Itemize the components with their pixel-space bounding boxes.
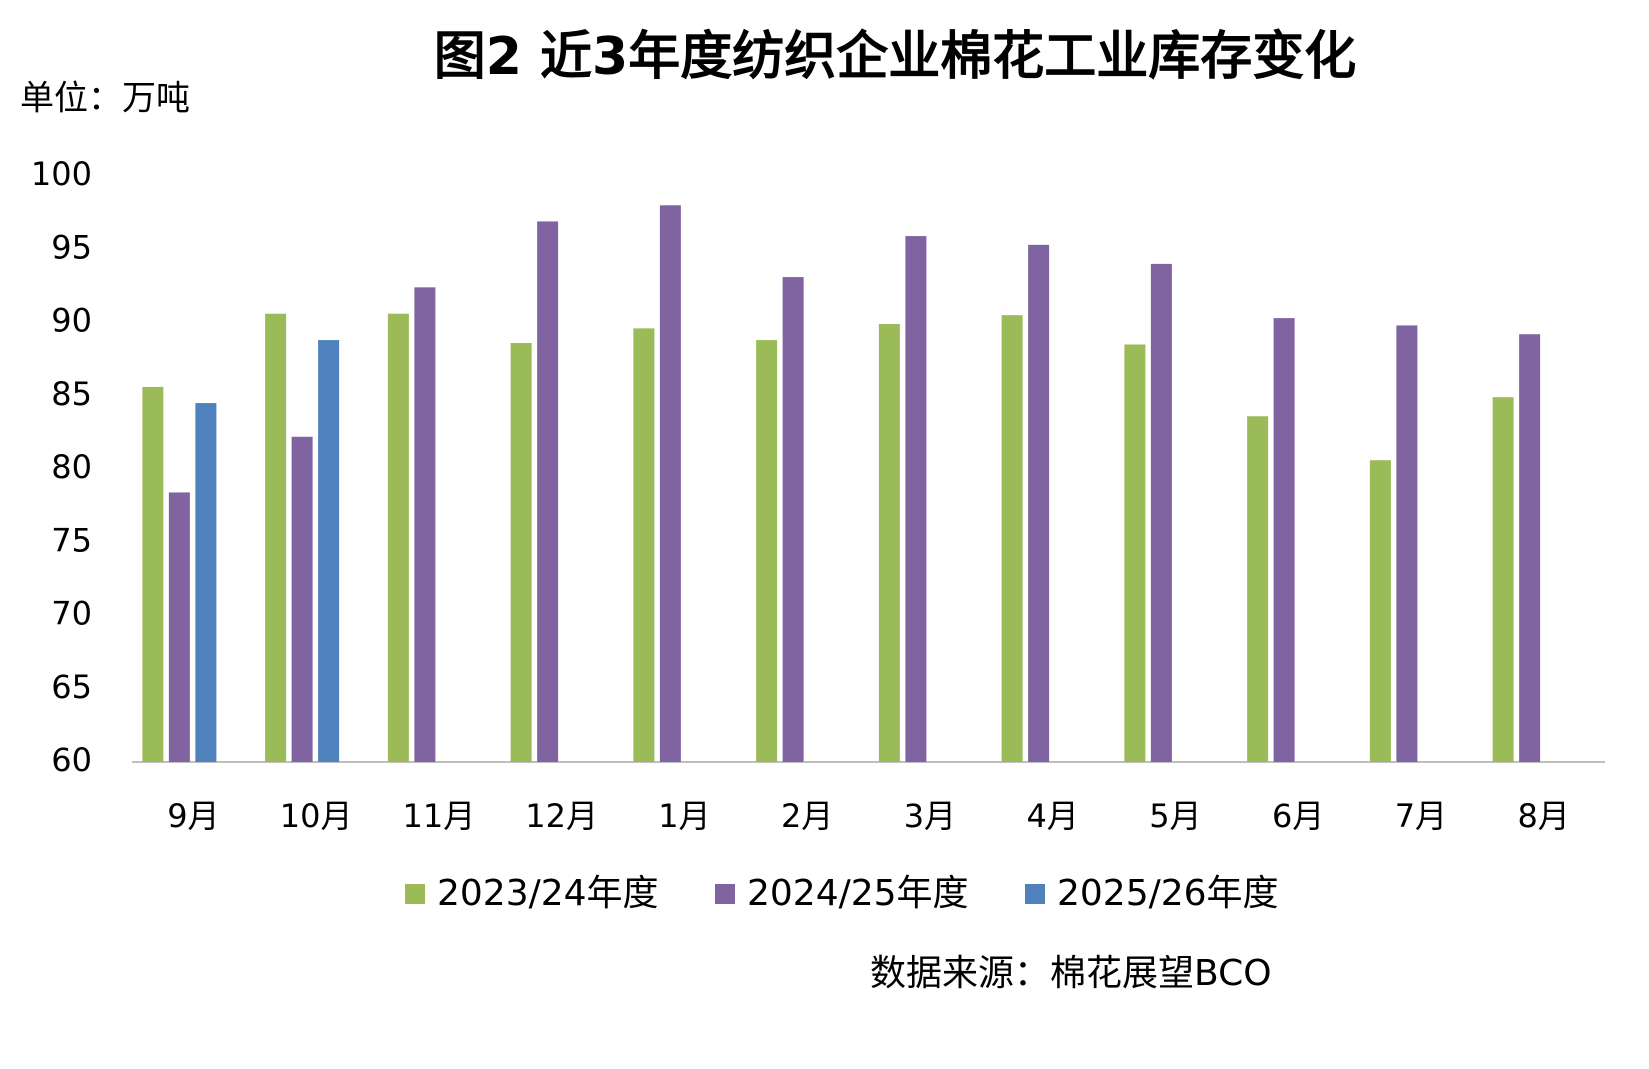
bar [756,340,778,762]
bar [195,403,217,762]
legend-label: 2024/25年度 [747,873,969,914]
x-tick-label: 4月 [1026,797,1078,835]
bar [1273,318,1295,762]
y-tick-label: 60 [51,741,92,779]
bar [1150,263,1172,762]
bar [265,313,287,762]
bar [387,313,409,762]
bar [782,277,804,762]
bar [1247,416,1269,762]
x-tick-label: 10月 [280,797,353,835]
source-note: 数据来源：棉花展望BCO [870,953,1272,994]
bar [905,236,927,762]
x-tick-label: 11月 [403,797,476,835]
x-tick-label: 3月 [904,797,956,835]
legend-label: 2023/24年度 [437,873,659,914]
y-tick-label: 75 [51,521,92,559]
legend-swatch [405,884,425,904]
legend-swatch [1025,884,1045,904]
bar [537,221,559,763]
y-tick-label: 65 [51,668,92,706]
x-tick-label: 9月 [167,797,219,835]
x-tick-label: 2月 [781,797,833,835]
bar [1124,344,1146,762]
x-tick-label: 12月 [525,797,598,835]
bar [318,340,340,762]
x-tick-label: 5月 [1149,797,1201,835]
bar [414,287,436,762]
bar [168,492,190,762]
chart-title: 图2 近3年度纺织企业棉花工业库存变化 [434,27,1356,87]
bar [142,386,164,762]
bar [1369,460,1391,762]
y-tick-label: 70 [51,595,92,633]
y-tick-label: 80 [51,448,92,486]
x-tick-label: 7月 [1395,797,1447,835]
bar [1001,315,1023,762]
bar [659,205,681,763]
bar [633,328,655,762]
bar [878,323,900,762]
y-tick-label: 90 [51,302,92,340]
x-tick-label: 1月 [658,797,710,835]
x-tick-label: 8月 [1517,797,1569,835]
bar [1492,397,1514,762]
bar [1028,244,1050,763]
y-tick-label: 85 [51,375,92,413]
legend-label: 2025/26年度 [1057,873,1279,914]
bar [510,343,532,762]
bar [291,436,313,762]
x-tick-label: 6月 [1272,797,1324,835]
unit-label: 单位：万吨 [20,79,190,119]
y-tick-label: 100 [31,155,92,193]
bar [1519,334,1541,762]
legend-swatch [715,884,735,904]
y-tick-label: 95 [51,228,92,266]
bar [1396,325,1418,762]
